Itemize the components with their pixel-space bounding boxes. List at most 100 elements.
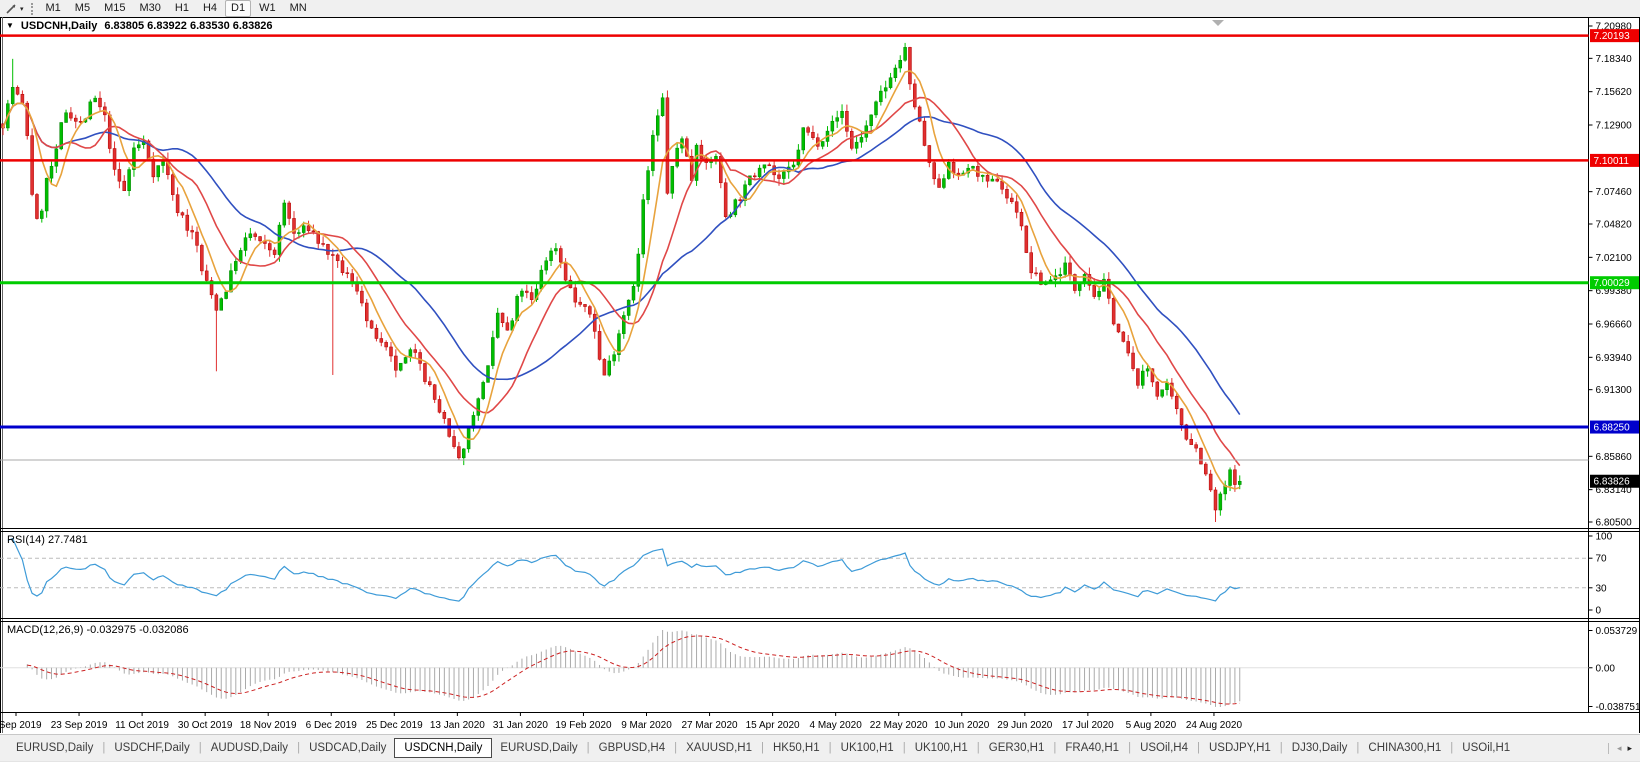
tab-scroll-controls: ◂ ▸ [1607,742,1640,754]
date-label: 25 Dec 2019 [366,720,423,731]
timeframe-button-d1[interactable]: D1 [225,0,252,17]
chart-tools-group: ▾ [0,1,27,16]
chart-tabs: EURUSD,Daily | USDCHF,Daily | AUDUSD,Daily | U… [0,738,1608,758]
tab-divider: | [198,742,202,754]
tab-fra40-h1[interactable]: FRA40,H1 [1065,742,1120,754]
date-label: 4 Sep 2019 [0,720,42,731]
price-tick-label: 6.93940 [1596,353,1633,364]
date-label: 5 Aug 2020 [1126,720,1177,731]
price-tick-label: 6.85860 [1596,452,1633,463]
tab-eurusd-daily[interactable]: EURUSD,Daily [16,742,94,754]
date-label: 27 Mar 2020 [681,720,738,731]
tab-usdcnh-daily[interactable]: USDCNH,Daily [394,738,493,758]
rsi-tick-label: 0 [1596,606,1602,617]
tab-usoil-h4[interactable]: USOil,H4 [1140,742,1188,754]
level-price-label-bg [1590,153,1639,167]
tab-usdchf-daily[interactable]: USDCHF,Daily [114,742,190,754]
date-label: 6 Dec 2019 [306,720,358,731]
price-tick-label: 7.12900 [1596,121,1633,132]
candlestick-chart-canvas[interactable]: 7.20980 7.18340 7.15620 7.12900 7.07460 7.048… [0,17,1640,734]
price-tick-label: 6.83140 [1596,485,1633,496]
tab-ger30-h1[interactable]: GER30,H1 [988,742,1045,754]
tab-xauusd-h1[interactable]: XAUUSD,H1 [686,742,752,754]
date-label: 22 May 2020 [870,720,928,731]
price-tick-label: 6.80500 [1596,518,1633,529]
date-label: 31 Jan 2020 [493,720,548,731]
chart-symbol-label: USDCNH,Daily [20,20,98,32]
timeframe-button-group: M1 M5 M15 M30 H1 H4 D1 W1 MN [39,0,314,17]
date-label: 18 Nov 2019 [240,720,297,731]
macd-tick-label: 0.053729 [1596,626,1638,637]
rsi-line [7,537,1240,602]
level-price-label-bg [1590,276,1639,290]
tab-usdcad-daily[interactable]: USDCAD,Daily [309,742,387,754]
chart-shift-marker-icon [1212,20,1224,26]
tab-divider: | [902,742,906,754]
tab-divider: | [674,742,678,754]
toolbar-drag-handle[interactable] [30,2,33,15]
timeframe-button-w1[interactable]: W1 [259,2,276,14]
tab-china300-h1[interactable]: CHINA300,H1 [1368,742,1442,754]
price-tick-label: 7.20980 [1596,22,1633,33]
chart-window[interactable]: 7.20980 7.18340 7.15620 7.12900 7.07460 7.048… [0,17,1640,734]
level-price-label-bg [1590,29,1639,43]
tab-audusd-daily[interactable]: AUDUSD,Daily [210,742,289,754]
timeframe-button-m30[interactable]: M30 [139,2,161,14]
rsi-indicator-label: RSI(14) 27.7481 [7,534,88,546]
price-tick-label: 6.99380 [1596,286,1633,297]
date-label: 10 Jun 2020 [934,720,989,731]
date-label: 4 May 2020 [810,720,863,731]
chart-ohlc-values: 6.83805 6.83922 6.83530 6.83826 [104,20,273,32]
level-price-label: 7.20193 [1594,31,1631,42]
chart-title: ▼ USDCNH,Daily 6.83805 6.83922 6.83530 6… [6,20,273,32]
date-label: 19 Feb 2020 [555,720,612,731]
tab-uk100-h1[interactable]: UK100,H1 [914,742,968,754]
chart-toolbar: ▾ M1 M5 M15 M30 H1 H4 D1 W1 MN [0,0,1640,17]
date-label: 29 Jun 2020 [997,720,1052,731]
level-price-label: 6.88250 [1594,423,1631,434]
tab-scroll-right-icon[interactable]: ▸ [1627,742,1632,753]
rsi-tick-label: 100 [1596,532,1613,543]
tab-eurusd-daily[interactable]: EURUSD,Daily [500,742,578,754]
tab-hk50-h1[interactable]: HK50,H1 [772,742,820,754]
current-price-label: 6.83826 [1594,477,1631,488]
macd-tick-label: -0.038751 [1596,702,1640,713]
price-tick-label: 6.91300 [1596,385,1633,396]
price-tick-label: 7.15620 [1596,87,1633,98]
rsi-tick-label: 70 [1596,554,1608,565]
tab-gbpusd-h4[interactable]: GBPUSD,H4 [598,742,666,754]
tab-usoil-h1[interactable]: USOil,H1 [1462,742,1511,754]
timeframe-button-mn[interactable]: MN [289,2,307,14]
collapse-chart-icon[interactable]: ▼ [6,21,14,30]
rsi-tick-label: 30 [1596,583,1608,594]
tab-divider: | [1053,742,1057,754]
tab-usdjpy-h1[interactable]: USDJPY,H1 [1209,742,1271,754]
price-tick-label: 7.02100 [1596,253,1633,264]
macd-tick-label: 0.00 [1596,663,1616,674]
timeframe-button-m1[interactable]: M1 [45,2,61,14]
timeframe-button-h1[interactable]: H1 [174,2,189,14]
price-tick-label: 7.04820 [1596,220,1633,231]
crosshair-icon [5,4,16,14]
tab-divider: | [1279,742,1283,754]
timeframe-button-h4[interactable]: H4 [202,2,218,14]
tab-divider: | [1450,742,1454,754]
tab-divider: | [586,742,590,754]
tab-uk100-h1[interactable]: UK100,H1 [840,742,894,754]
date-label: 30 Oct 2019 [178,720,233,731]
ma-slow-line [2,102,1241,416]
timeframe-button-m5[interactable]: M5 [74,2,91,14]
tab-dj30-daily[interactable]: DJ30,Daily [1291,742,1348,754]
tool-dropdown-icon[interactable]: ▾ [20,5,24,13]
date-label: 23 Sep 2019 [51,720,108,731]
timeframe-button-m15[interactable]: M15 [104,2,126,14]
macd-indicator-label: MACD(12,26,9) -0.032975 -0.032086 [7,624,189,636]
tab-scroll-left-icon[interactable]: ◂ [1616,742,1622,753]
ma-mid-line [2,96,1241,467]
macd-histogram [26,630,1241,707]
date-label: 11 Oct 2019 [115,720,169,731]
tab-divider: | [828,742,832,754]
price-tick-label: 7.07460 [1596,187,1633,198]
crosshair-tool-button[interactable] [3,1,19,16]
